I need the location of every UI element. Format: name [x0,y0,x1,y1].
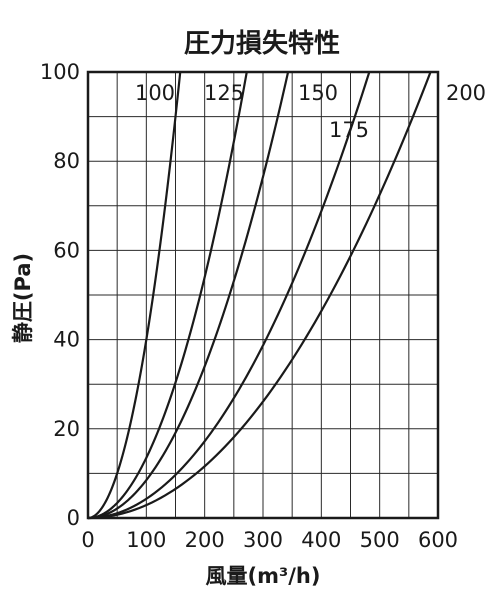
x-tick-label: 0 [81,528,94,552]
x-axis-label: 風量(m³/h) [206,564,321,588]
series-label-200: 200 [446,81,486,105]
y-tick-label: 40 [53,328,80,352]
curve-125 [87,72,248,520]
curves [87,71,432,520]
y-tick-label: 20 [53,417,80,441]
series-label-175: 175 [329,118,369,142]
series-label-150: 150 [298,81,338,105]
x-tick-label: 200 [185,528,225,552]
y-tick-label: 80 [53,149,80,173]
curve-100 [87,72,182,520]
plot-frame [86,70,440,520]
grid [88,72,438,518]
x-tick-label: 600 [418,528,458,552]
x-tick-label: 400 [301,528,341,552]
y-tick-label: 60 [53,238,80,262]
series-labels: 100 125 150 175 200 [135,81,486,142]
y-tick-label: 0 [67,506,80,530]
chart-title: 圧力損失特性 [184,28,340,59]
series-label-125: 125 [204,81,244,105]
x-tick-label: 300 [243,528,283,552]
y-axis-ticks: 0 20 40 60 80 100 [40,60,80,530]
y-axis-label: 静圧(Pa) [11,253,35,343]
x-tick-label: 100 [126,528,166,552]
series-label-100: 100 [135,81,175,105]
curve-150 [87,71,290,520]
x-tick-label: 500 [360,528,400,552]
curve-175 [87,72,371,520]
x-axis-ticks: 0 100 200 300 400 500 600 [81,528,458,552]
curve-200 [87,71,432,520]
y-tick-label: 100 [40,60,80,84]
